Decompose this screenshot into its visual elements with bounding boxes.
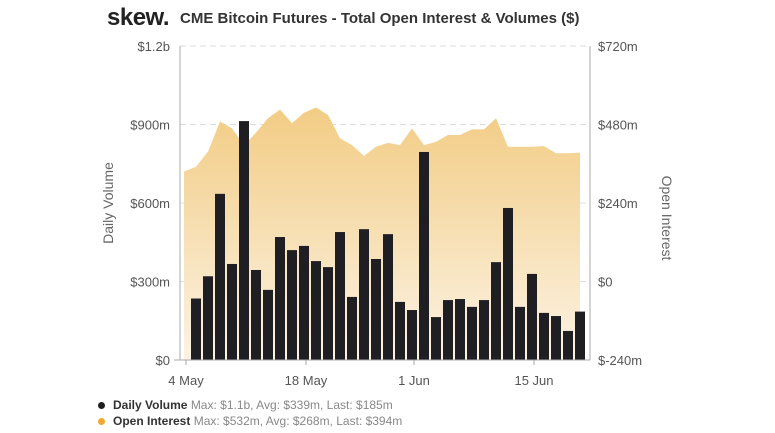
- volume-bar: [551, 316, 561, 360]
- volume-bar: [419, 151, 429, 360]
- volume-bar: [563, 330, 573, 360]
- volume-bar: [503, 207, 513, 360]
- x-tick-label: 15 Jun: [514, 373, 553, 388]
- volume-bar: [287, 250, 297, 360]
- volume-bar: [395, 301, 405, 360]
- volume-bar: [407, 310, 417, 360]
- y-right-tick-label: $0: [598, 275, 612, 290]
- volume-bar: [191, 298, 201, 360]
- volume-bar: [251, 269, 261, 360]
- legend-item-open-interest[interactable]: Open Interest Max: $532m, Avg: $268m, La…: [98, 414, 402, 428]
- volume-bar: [215, 193, 225, 360]
- skew-logo: skew.: [107, 4, 170, 31]
- volume-bar: [227, 263, 237, 360]
- legend-dot-icon: [98, 402, 105, 410]
- volume-bar: [515, 306, 525, 360]
- volume-bar: [371, 258, 381, 360]
- volume-bar: [455, 299, 465, 360]
- legend-name: Daily Volume: [113, 398, 188, 412]
- volume-bar: [479, 300, 489, 360]
- y-left-tick-label: $900m: [130, 118, 170, 133]
- y-right-tick-label: $480m: [598, 118, 638, 133]
- x-tick-label: 18 May: [285, 373, 328, 388]
- volume-bar: [431, 317, 441, 360]
- legend-stats: Max: $532m, Avg: $268m, Last: $394m: [193, 414, 403, 428]
- legend-stats: Max: $1.1b, Avg: $339m, Last: $185m: [190, 398, 393, 412]
- volume-bar: [467, 306, 477, 360]
- volume-bar: [527, 273, 537, 360]
- volume-bar: [203, 276, 213, 360]
- chart-title: CME Bitcoin Futures - Total Open Interes…: [180, 10, 580, 27]
- volume-bar: [263, 289, 273, 360]
- volume-bar: [443, 300, 453, 360]
- volume-bar: [383, 234, 393, 360]
- x-tick-label: 1 Jun: [398, 373, 430, 388]
- legend-dot-icon: [98, 418, 105, 426]
- volume-bar: [275, 237, 285, 360]
- volume-bar: [311, 261, 321, 360]
- legend-item-daily-volume[interactable]: Daily Volume Max: $1.1b, Avg: $339m, Las…: [98, 398, 393, 412]
- y-right-axis-label: Open Interest: [659, 176, 675, 261]
- volume-bar: [299, 245, 309, 360]
- volume-bar: [335, 232, 345, 360]
- legend-name: Open Interest: [113, 414, 191, 428]
- volume-bar: [491, 262, 501, 360]
- x-tick-label: 4 May: [168, 373, 204, 388]
- y-right-tick-label: $240m: [598, 196, 638, 211]
- volume-bar: [539, 312, 549, 360]
- y-left-axis-label: Daily Volume: [100, 162, 116, 244]
- volume-bar: [575, 311, 585, 360]
- volume-bar: [239, 121, 249, 361]
- y-left-tick-label: $300m: [130, 275, 170, 290]
- volume-bar: [323, 267, 333, 360]
- y-left-tick-label: $0: [156, 353, 170, 368]
- y-right-tick-label: $-240m: [598, 353, 642, 368]
- y-left-tick-label: $600m: [130, 196, 170, 211]
- y-left-tick-label: $1.2b: [137, 39, 170, 54]
- y-right-tick-label: $720m: [598, 39, 638, 54]
- volume-bar: [347, 296, 357, 360]
- volume-bar: [359, 229, 369, 360]
